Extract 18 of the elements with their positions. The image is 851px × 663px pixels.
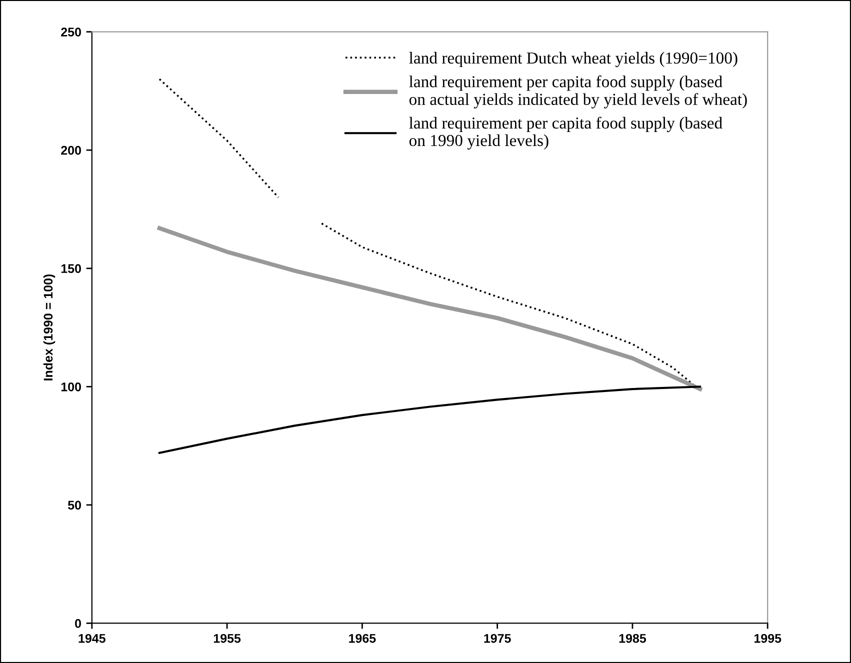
x-tick-label: 1955 <box>214 634 241 643</box>
y-tick-label: 100 <box>61 382 81 392</box>
y-tick-label: 250 <box>61 28 81 36</box>
y-tick-label: 50 <box>68 500 81 510</box>
line-series <box>158 386 702 454</box>
x-tick-label: 1965 <box>349 634 376 643</box>
legend-label: land requirement per capita food supply (based on 1990 yield levels) <box>409 116 722 150</box>
y-tick-label: 200 <box>61 146 81 155</box>
legend-label: land requirement per capita food supply (based on actual yields indicated by yield levels of wheat) <box>409 75 747 108</box>
x-tick-label: 1995 <box>754 634 782 643</box>
x-tick-label: 1945 <box>78 634 106 643</box>
y-tick-label: 150 <box>61 264 81 274</box>
y-tick-label: 0 <box>75 619 81 628</box>
y-axis-title: Index (1990 = 100) <box>43 274 56 380</box>
line-series <box>157 226 702 392</box>
x-tick-label: 1975 <box>484 634 511 643</box>
legend-label: land requirement Dutch wheat yields (1990=100) <box>409 52 738 68</box>
x-tick-label: 1985 <box>619 634 646 643</box>
